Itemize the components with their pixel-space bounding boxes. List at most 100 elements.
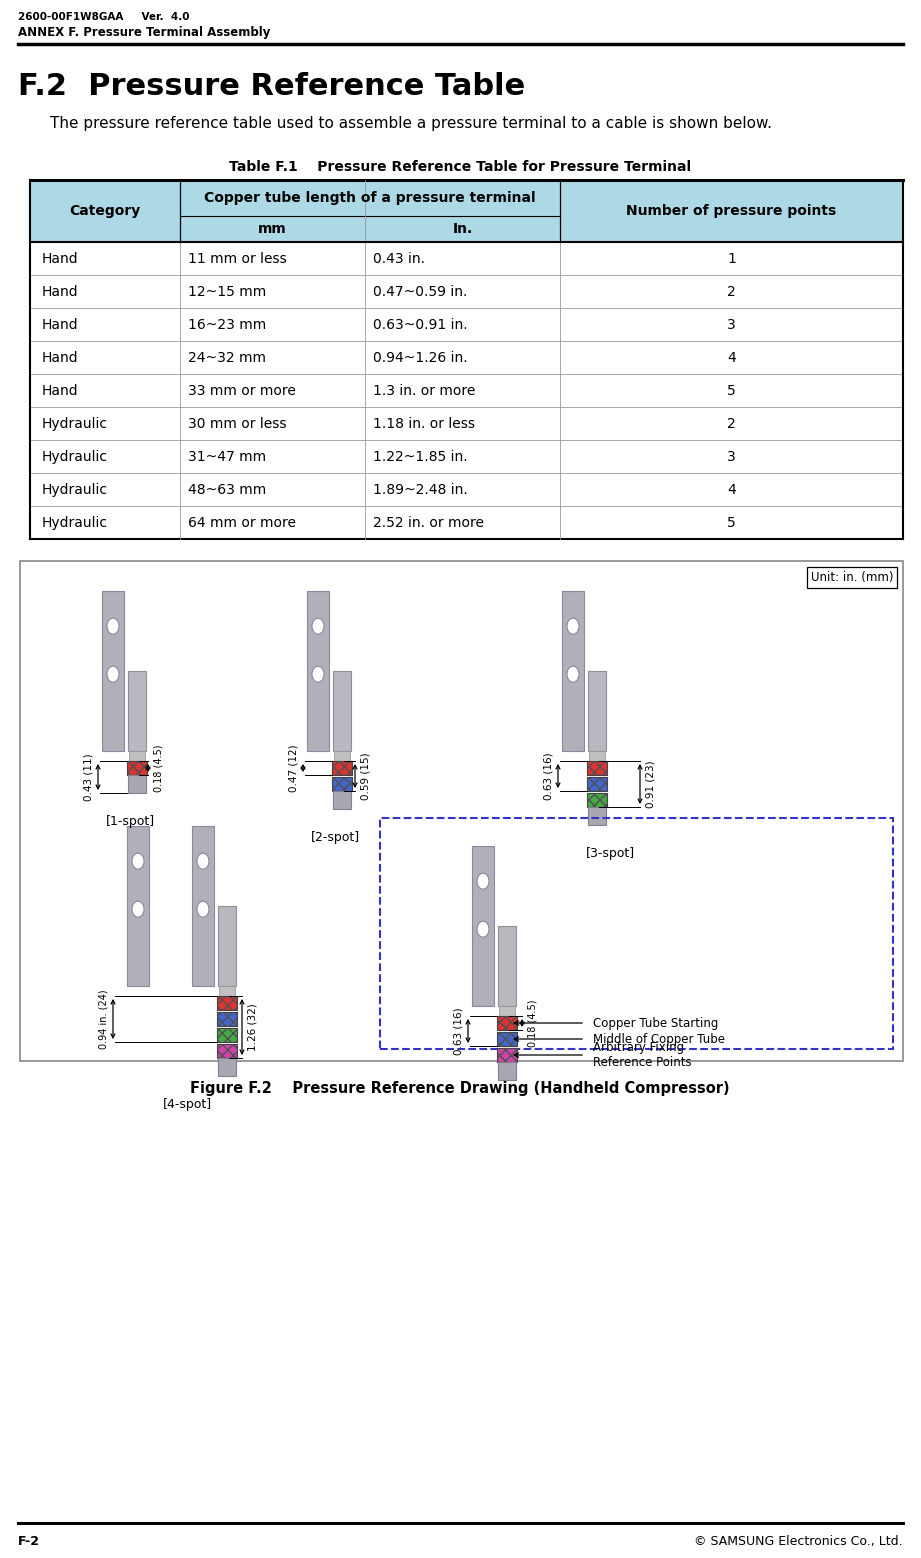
- Bar: [498, 1063, 516, 1080]
- Text: Hydraulic: Hydraulic: [42, 416, 108, 430]
- Ellipse shape: [197, 901, 209, 918]
- Text: Hydraulic: Hydraulic: [42, 516, 108, 530]
- Bar: [588, 807, 606, 826]
- Ellipse shape: [477, 921, 489, 938]
- Bar: [219, 986, 235, 996]
- Ellipse shape: [567, 619, 579, 634]
- Text: Unit: in. (mm): Unit: in. (mm): [810, 570, 893, 584]
- Text: 0.18 (4.5): 0.18 (4.5): [527, 999, 537, 1047]
- Bar: [307, 590, 329, 751]
- Text: [4-spot]: [4-spot]: [163, 1098, 212, 1111]
- Text: 1.3 in. or more: 1.3 in. or more: [373, 383, 475, 397]
- Text: Copper tube length of a pressure terminal: Copper tube length of a pressure termina…: [204, 192, 536, 206]
- Text: The pressure reference table used to assemble a pressure terminal to a cable is : The pressure reference table used to ass…: [50, 115, 772, 131]
- Bar: [102, 590, 124, 751]
- Text: Hand: Hand: [42, 351, 78, 365]
- Bar: [588, 671, 606, 751]
- Text: 64 mm or more: 64 mm or more: [188, 516, 296, 530]
- Bar: [217, 1044, 237, 1058]
- Bar: [192, 826, 214, 986]
- Text: 3: 3: [727, 318, 736, 332]
- Text: Number of pressure points: Number of pressure points: [626, 204, 836, 218]
- Text: 16~23 mm: 16~23 mm: [188, 318, 266, 332]
- Bar: [332, 777, 352, 791]
- Text: 33 mm or more: 33 mm or more: [188, 383, 296, 397]
- Bar: [589, 751, 605, 760]
- Bar: [497, 1016, 517, 1030]
- Bar: [497, 1016, 517, 1030]
- Bar: [562, 590, 584, 751]
- Text: 1: 1: [727, 251, 736, 265]
- Text: 0.43 (11): 0.43 (11): [83, 753, 93, 801]
- Bar: [129, 751, 145, 760]
- Ellipse shape: [477, 872, 489, 890]
- Ellipse shape: [312, 619, 324, 634]
- Text: Hand: Hand: [42, 251, 78, 265]
- Text: 2.52 in. or more: 2.52 in. or more: [373, 516, 484, 530]
- Ellipse shape: [312, 667, 324, 682]
- Text: 0.91 (23): 0.91 (23): [645, 760, 655, 807]
- Bar: [217, 996, 237, 1010]
- Bar: [587, 793, 607, 807]
- Bar: [497, 1049, 517, 1063]
- Bar: [333, 791, 351, 809]
- Text: Hand: Hand: [42, 383, 78, 397]
- Text: F.2  Pressure Reference Table: F.2 Pressure Reference Table: [18, 72, 525, 101]
- Ellipse shape: [107, 619, 119, 634]
- Text: Hydraulic: Hydraulic: [42, 483, 108, 497]
- Text: © SAMSUNG Electronics Co., Ltd.: © SAMSUNG Electronics Co., Ltd.: [694, 1535, 903, 1549]
- Bar: [217, 1044, 237, 1058]
- Bar: [497, 1031, 517, 1045]
- Bar: [127, 760, 147, 774]
- Bar: [332, 760, 352, 774]
- Bar: [333, 671, 351, 751]
- Text: 0.63 (16): 0.63 (16): [543, 753, 553, 799]
- Text: 12~15 mm: 12~15 mm: [188, 285, 266, 299]
- Text: 0.94 in. (24): 0.94 in. (24): [98, 989, 108, 1049]
- Text: 0.18 (4.5): 0.18 (4.5): [153, 745, 163, 791]
- Text: Figure F.2    Pressure Reference Drawing (Handheld Compressor): Figure F.2 Pressure Reference Drawing (H…: [191, 1081, 729, 1095]
- Bar: [587, 793, 607, 807]
- Ellipse shape: [197, 854, 209, 869]
- Text: Table F.1    Pressure Reference Table for Pressure Terminal: Table F.1 Pressure Reference Table for P…: [229, 160, 691, 174]
- Text: [1-spot]: [1-spot]: [105, 815, 155, 827]
- Text: Category: Category: [69, 204, 141, 218]
- Text: 0.43 in.: 0.43 in.: [373, 251, 425, 265]
- Text: 0.59 (15): 0.59 (15): [360, 753, 370, 799]
- Bar: [332, 760, 352, 774]
- Ellipse shape: [107, 667, 119, 682]
- Bar: [498, 925, 516, 1006]
- Bar: [499, 1006, 515, 1016]
- Bar: [217, 1013, 237, 1027]
- Ellipse shape: [132, 854, 144, 869]
- Text: mm: mm: [258, 221, 286, 235]
- Bar: [128, 774, 146, 793]
- Text: 5: 5: [727, 383, 736, 397]
- Text: Hand: Hand: [42, 285, 78, 299]
- Bar: [217, 1028, 237, 1042]
- Text: 0.47 (12): 0.47 (12): [288, 745, 298, 791]
- Bar: [217, 996, 237, 1010]
- Bar: [30, 181, 903, 241]
- Text: 31~47 mm: 31~47 mm: [188, 450, 266, 463]
- Text: Hand: Hand: [42, 318, 78, 332]
- Text: 1.18 in. or less: 1.18 in. or less: [373, 416, 475, 430]
- Bar: [20, 561, 903, 1061]
- Text: 1.89~2.48 in.: 1.89~2.48 in.: [373, 483, 468, 497]
- Text: 4: 4: [727, 483, 736, 497]
- Text: F-2: F-2: [18, 1535, 40, 1549]
- Bar: [127, 826, 149, 986]
- Text: 2: 2: [727, 285, 736, 299]
- Bar: [127, 760, 147, 774]
- Text: 5: 5: [727, 516, 736, 530]
- Bar: [497, 1049, 517, 1063]
- Text: 4: 4: [727, 351, 736, 365]
- Text: 11 mm or less: 11 mm or less: [188, 251, 286, 265]
- Bar: [217, 1013, 237, 1027]
- Bar: [587, 760, 607, 774]
- Ellipse shape: [132, 901, 144, 918]
- Ellipse shape: [567, 667, 579, 682]
- Text: Middle of Copper Tube: Middle of Copper Tube: [593, 1033, 725, 1045]
- Text: 0.63 (16): 0.63 (16): [453, 1006, 463, 1055]
- Text: 0.63~0.91 in.: 0.63~0.91 in.: [373, 318, 468, 332]
